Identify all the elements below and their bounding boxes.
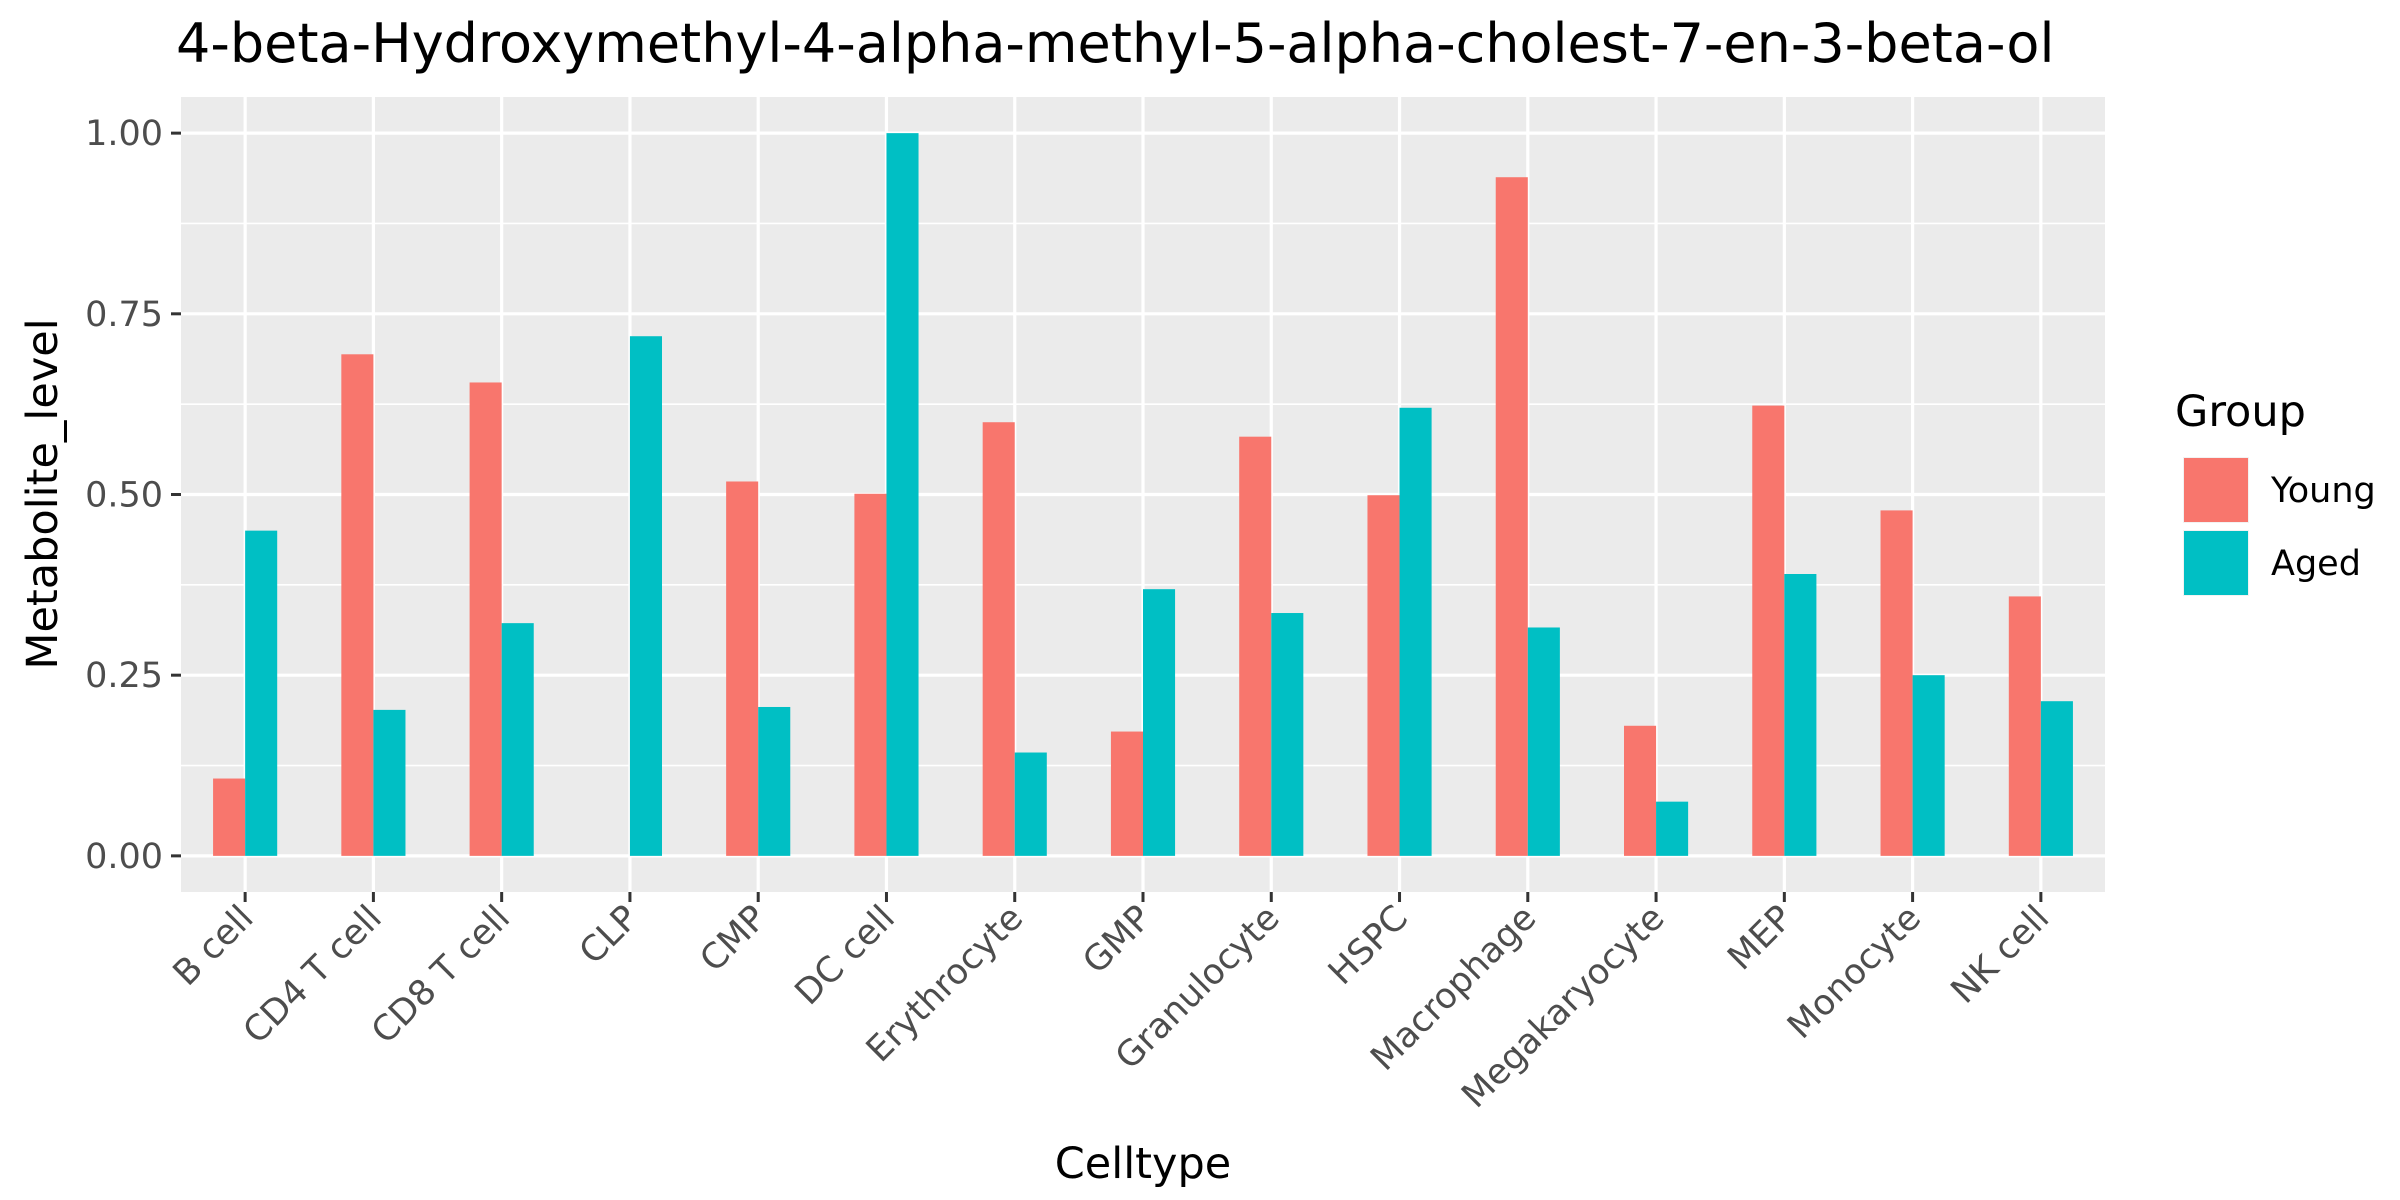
bar-aged-monocyte (1912, 675, 1945, 856)
y-tick-label: 1.00 (85, 114, 163, 154)
bar-aged-nk-cell (2040, 701, 2073, 856)
bar-aged-mep (1784, 574, 1817, 856)
legend-label-aged: Aged (2271, 544, 2361, 584)
bar-young-dc-cell (854, 493, 887, 856)
y-tick-label: 0.50 (85, 476, 163, 516)
bar-young-granulocyte (1239, 436, 1272, 856)
legend-key-young (2184, 458, 2248, 522)
bar-young-cd4-t-cell (341, 354, 374, 856)
bar-aged-hspc (1399, 407, 1432, 856)
x-tick-label: MEP (1720, 898, 1800, 978)
chart-title: 4-beta-Hydroxymethyl-4-alpha-methyl-5-al… (176, 12, 2054, 75)
x-tick-label: NK cell (1944, 898, 2057, 1011)
bar-young-macrophage (1495, 177, 1528, 856)
bar-aged-cd4-t-cell (373, 709, 406, 856)
bar-young-cd8-t-cell (469, 382, 502, 856)
y-tick-label: 0.75 (85, 295, 163, 335)
x-tick-label: GMP (1076, 898, 1160, 982)
x-tick-label: CMP (693, 898, 775, 980)
bar-aged-b-cell (245, 530, 278, 856)
x-axis-title: Celltype (1055, 1139, 1231, 1189)
legend-title: Group (2175, 387, 2306, 437)
x-tick-label: HSPC (1321, 898, 1416, 993)
y-tick-label: 0.00 (85, 837, 163, 877)
bar-young-gmp (1110, 731, 1143, 856)
bar-young-hspc (1367, 495, 1400, 856)
bar-aged-macrophage (1527, 627, 1560, 856)
legend-label-young: Young (2270, 471, 2376, 511)
legend: Group Young Aged (2175, 387, 2376, 596)
bar-young-megakaryocyte (1624, 725, 1657, 856)
bar-young-monocyte (1880, 510, 1913, 856)
y-axis-title: Metabolite_level (18, 318, 68, 669)
bar-young-nk-cell (2008, 596, 2041, 856)
bar-aged-clp (629, 336, 662, 856)
x-tick-label: B cell (166, 898, 262, 994)
bar-young-cmp (726, 481, 759, 856)
x-tick-label: DC cell (788, 898, 903, 1013)
x-tick-label: CD8 T cell (364, 898, 518, 1052)
bar-aged-erythrocyte (1014, 752, 1047, 856)
bar-aged-granulocyte (1271, 613, 1304, 856)
x-tick-label: CD4 T cell (236, 898, 390, 1052)
x-tick-label: CLP (572, 898, 646, 972)
bars (213, 133, 2073, 856)
y-tick-label: 0.25 (85, 656, 163, 696)
bar-aged-cmp (758, 706, 791, 856)
bar-aged-gmp (1143, 589, 1176, 856)
x-tick-label: Monocyte (1780, 898, 1929, 1047)
bar-young-erythrocyte (982, 422, 1015, 856)
bar-aged-megakaryocyte (1656, 801, 1689, 856)
bar-young-mep (1752, 405, 1785, 856)
y-axis: 0.00 0.25 0.50 0.75 1.00 (85, 114, 181, 877)
bar-young-b-cell (213, 778, 246, 856)
legend-key-aged (2184, 531, 2248, 595)
bar-aged-dc-cell (886, 133, 919, 856)
bar-aged-cd8-t-cell (501, 623, 534, 856)
